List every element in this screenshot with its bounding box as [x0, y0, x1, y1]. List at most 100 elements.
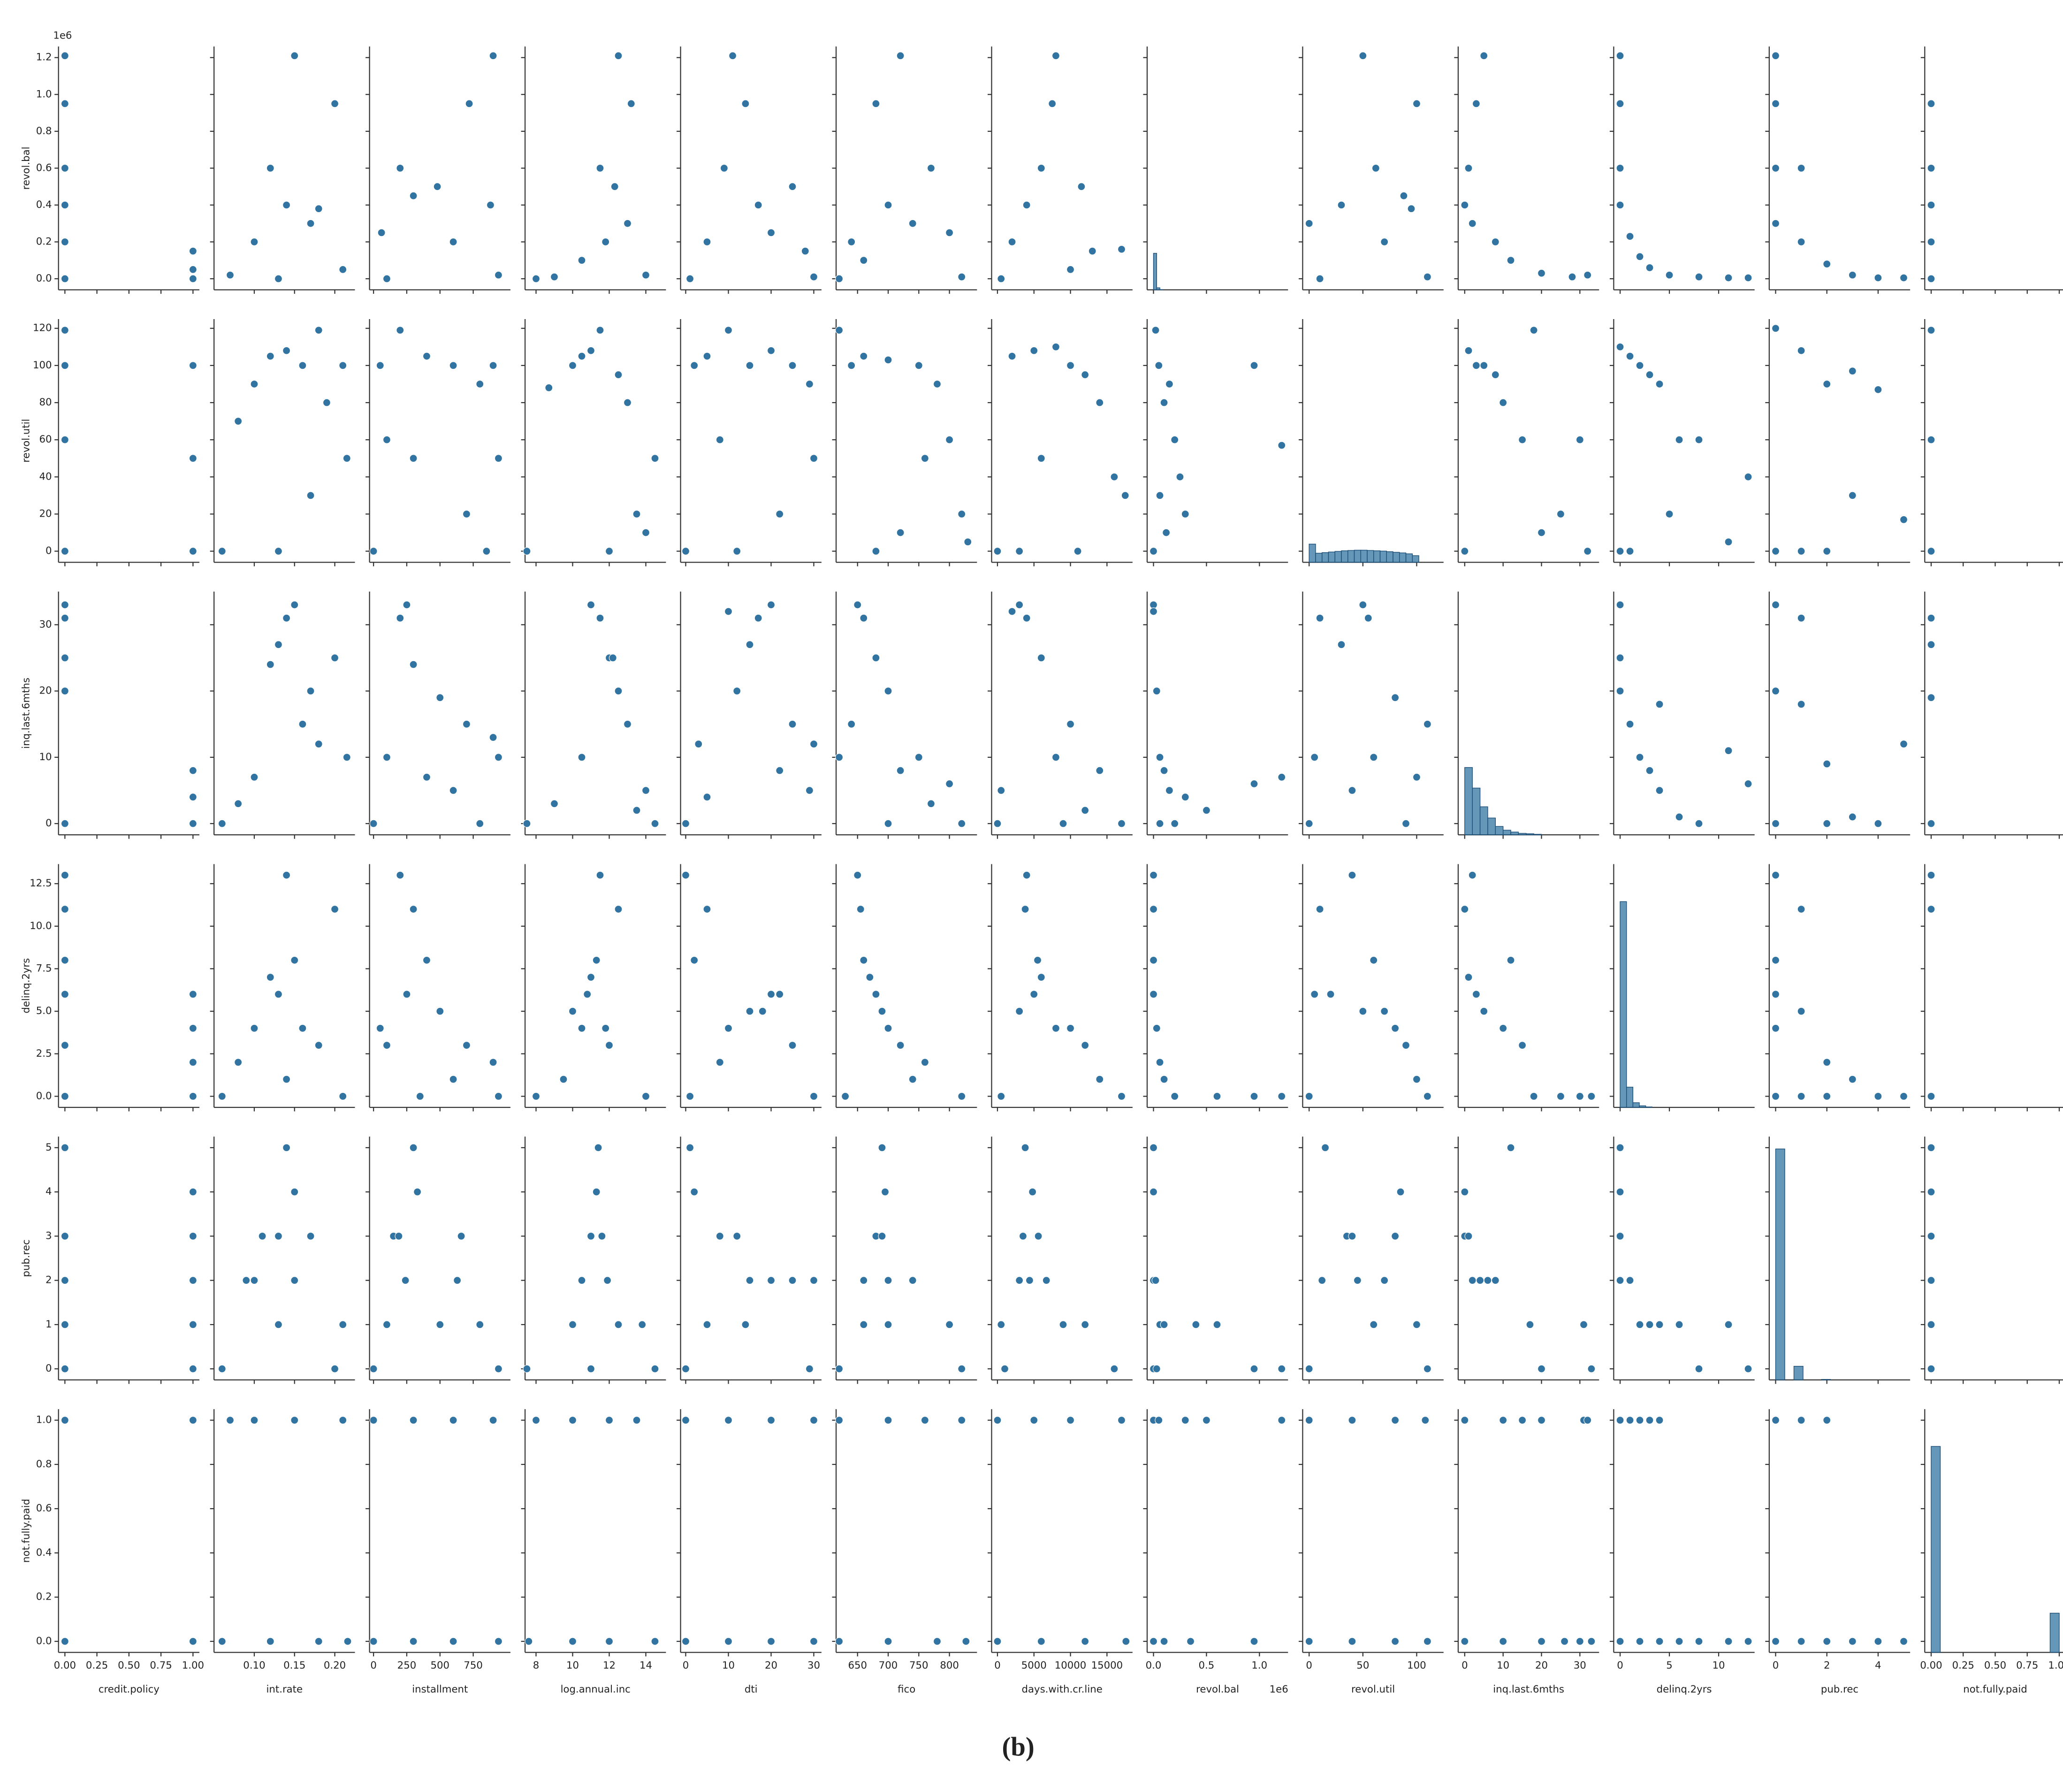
- point: [716, 435, 724, 444]
- point: [1927, 237, 1935, 246]
- point: [1305, 219, 1313, 228]
- point: [746, 1276, 754, 1285]
- panel: [1920, 1136, 2063, 1384]
- point: [601, 237, 610, 246]
- point: [314, 1041, 323, 1050]
- panel: [1298, 46, 1444, 294]
- panel: [1298, 591, 1444, 839]
- x-axis-label: inq.last.6mths: [1493, 1684, 1564, 1695]
- panel: [988, 1136, 1133, 1384]
- point: [1636, 1416, 1644, 1425]
- point: [1797, 237, 1805, 246]
- panel: [365, 864, 510, 1112]
- panel: [1765, 1409, 1911, 1657]
- point: [1149, 1188, 1158, 1196]
- point: [958, 510, 966, 518]
- point: [686, 275, 694, 283]
- point: [1152, 687, 1161, 695]
- point: [395, 1232, 403, 1240]
- point: [614, 371, 623, 379]
- point: [1772, 1416, 1780, 1425]
- point: [860, 256, 868, 265]
- point: [1160, 398, 1168, 407]
- panel: [365, 1136, 510, 1384]
- x-tick-label: 0.25: [1952, 1660, 1974, 1671]
- point: [1402, 819, 1410, 828]
- point: [1823, 1416, 1831, 1425]
- point: [627, 99, 635, 108]
- point: [1675, 1320, 1683, 1329]
- point: [396, 871, 404, 879]
- point: [1149, 607, 1158, 616]
- hist-bar: [1775, 1148, 1785, 1380]
- point: [1171, 1092, 1179, 1100]
- point: [1015, 547, 1024, 556]
- point: [1724, 747, 1733, 755]
- panel: [1920, 864, 2063, 1112]
- x-tick-label: 0.75: [150, 1660, 172, 1671]
- point: [545, 383, 553, 392]
- point: [921, 1058, 929, 1067]
- point: [250, 1276, 259, 1285]
- point: [449, 237, 457, 246]
- point: [866, 973, 874, 982]
- y-tick-label: 2: [46, 1274, 52, 1286]
- point: [306, 687, 315, 695]
- y-tick-label: 40: [39, 471, 52, 482]
- point: [1900, 1637, 1908, 1646]
- point: [568, 1416, 577, 1425]
- point: [632, 510, 641, 518]
- point: [1461, 1188, 1469, 1196]
- point: [809, 454, 818, 463]
- point: [339, 265, 347, 274]
- point: [1412, 773, 1421, 781]
- point: [369, 819, 378, 828]
- point: [933, 380, 941, 388]
- point: [1645, 766, 1654, 775]
- hist-bar: [1386, 551, 1393, 563]
- point: [1848, 1637, 1857, 1646]
- point: [872, 654, 880, 662]
- point: [290, 52, 299, 60]
- point: [218, 547, 226, 556]
- point: [462, 720, 471, 728]
- x-tick-label: 10000: [1055, 1660, 1087, 1671]
- point: [610, 183, 619, 191]
- point: [1464, 973, 1473, 982]
- point: [609, 654, 617, 662]
- point: [1476, 1276, 1484, 1285]
- point: [339, 361, 347, 370]
- point: [884, 687, 892, 695]
- point: [550, 273, 558, 281]
- hist-bar: [1379, 550, 1387, 563]
- point: [1400, 191, 1408, 200]
- point: [1160, 1075, 1168, 1083]
- point: [339, 1416, 347, 1425]
- point: [1797, 547, 1805, 556]
- point: [1337, 641, 1346, 649]
- y-tick-label: 0.2: [36, 1591, 52, 1603]
- panel: [988, 591, 1133, 839]
- point: [396, 326, 404, 335]
- point: [1156, 491, 1164, 500]
- point: [1001, 1365, 1009, 1373]
- hist-bar: [1620, 901, 1627, 1108]
- point: [1051, 52, 1060, 60]
- panel: [521, 1409, 666, 1657]
- point: [1848, 1075, 1857, 1083]
- point: [809, 1276, 818, 1285]
- point: [1772, 219, 1780, 228]
- panel: [988, 319, 1133, 566]
- x-tick-label: 0: [994, 1660, 1001, 1671]
- point: [449, 786, 457, 795]
- point: [1744, 779, 1752, 788]
- point: [1468, 1276, 1477, 1285]
- point: [1874, 385, 1882, 394]
- point: [568, 361, 577, 370]
- point: [1278, 1365, 1286, 1373]
- point: [1491, 237, 1500, 246]
- point: [1576, 435, 1584, 444]
- point: [1316, 614, 1324, 622]
- point: [1772, 1092, 1780, 1100]
- point: [1537, 1637, 1545, 1646]
